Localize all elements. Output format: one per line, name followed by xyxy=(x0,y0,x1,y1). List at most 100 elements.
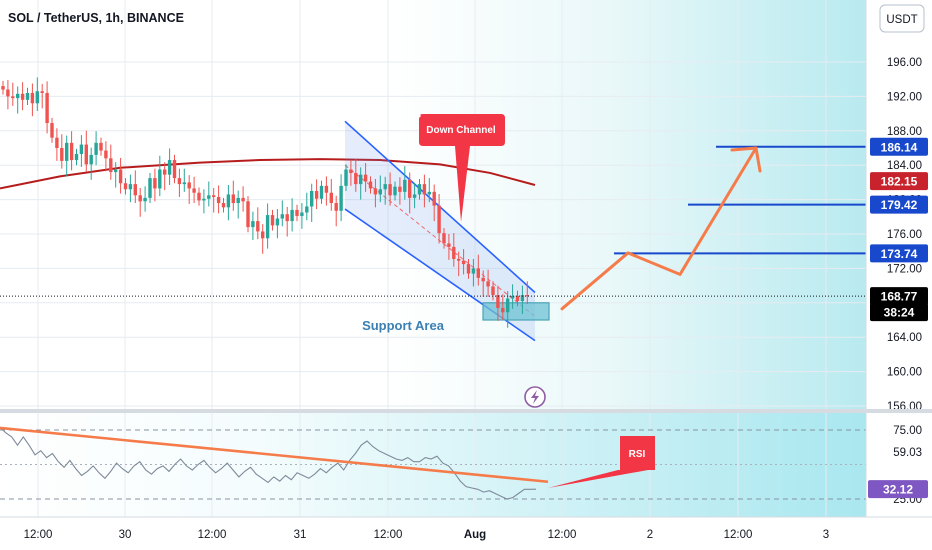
candle[interactable] xyxy=(148,172,152,204)
candle[interactable] xyxy=(187,175,191,204)
candle[interactable] xyxy=(442,227,446,249)
candle[interactable] xyxy=(506,291,510,328)
candle[interactable] xyxy=(30,83,35,117)
candle[interactable] xyxy=(388,172,392,206)
candle[interactable] xyxy=(417,178,422,200)
candle[interactable] xyxy=(11,82,15,106)
candle[interactable] xyxy=(153,168,157,202)
candle[interactable] xyxy=(461,249,466,275)
candle[interactable] xyxy=(172,154,177,184)
candle[interactable] xyxy=(403,166,407,200)
candle[interactable] xyxy=(496,285,500,321)
candle[interactable] xyxy=(197,187,201,206)
rsi-callout[interactable]: RSI xyxy=(548,436,655,488)
candle[interactable] xyxy=(35,77,39,112)
candle[interactable] xyxy=(471,258,476,287)
candle[interactable] xyxy=(270,209,275,231)
candle[interactable] xyxy=(481,270,485,297)
candle[interactable] xyxy=(427,178,431,203)
candle[interactable] xyxy=(295,204,299,222)
candle[interactable] xyxy=(515,290,520,307)
candle[interactable] xyxy=(60,134,64,169)
candle[interactable] xyxy=(452,233,456,267)
candle[interactable] xyxy=(20,82,25,111)
candle[interactable] xyxy=(486,269,490,297)
candle[interactable] xyxy=(123,178,128,195)
candle[interactable] xyxy=(300,203,304,229)
candle[interactable] xyxy=(50,117,54,143)
candle[interactable] xyxy=(226,184,231,221)
candle[interactable] xyxy=(221,197,226,213)
candle[interactable] xyxy=(368,176,373,194)
candle[interactable] xyxy=(520,285,525,314)
candle[interactable] xyxy=(167,148,172,185)
candle[interactable] xyxy=(212,187,216,213)
candle[interactable] xyxy=(265,203,270,249)
candle[interactable] xyxy=(25,87,30,105)
candle[interactable] xyxy=(491,281,495,301)
candles-layer[interactable] xyxy=(1,77,529,328)
candle[interactable] xyxy=(319,180,324,204)
candle[interactable] xyxy=(69,131,74,171)
candle[interactable] xyxy=(231,180,235,211)
candle[interactable] xyxy=(339,174,343,222)
candle[interactable] xyxy=(207,181,211,207)
candle[interactable] xyxy=(393,181,397,201)
candle[interactable] xyxy=(476,254,480,286)
candle[interactable] xyxy=(334,195,338,227)
candle[interactable] xyxy=(89,147,93,180)
candle[interactable] xyxy=(94,131,98,166)
candle[interactable] xyxy=(363,163,368,192)
candle[interactable] xyxy=(133,170,137,204)
candle[interactable] xyxy=(457,251,461,277)
candle[interactable] xyxy=(114,162,118,188)
candle[interactable] xyxy=(163,162,167,191)
candle[interactable] xyxy=(466,258,471,279)
candle[interactable] xyxy=(349,160,353,186)
candle[interactable] xyxy=(118,157,123,194)
candle[interactable] xyxy=(16,86,20,114)
candle[interactable] xyxy=(202,189,206,214)
candle[interactable] xyxy=(6,80,10,110)
candle[interactable] xyxy=(128,174,133,203)
candle[interactable] xyxy=(236,190,240,219)
candle[interactable] xyxy=(99,137,103,156)
candle[interactable] xyxy=(55,128,59,161)
panel-divider[interactable] xyxy=(0,409,932,413)
candle[interactable] xyxy=(501,294,505,320)
candle[interactable] xyxy=(422,174,427,208)
candle[interactable] xyxy=(143,186,147,212)
candle[interactable] xyxy=(437,194,441,244)
candle[interactable] xyxy=(310,183,314,222)
candle[interactable] xyxy=(324,176,329,206)
candle[interactable] xyxy=(510,284,515,309)
candle[interactable] xyxy=(138,187,142,217)
candle[interactable] xyxy=(79,135,84,167)
candle[interactable] xyxy=(45,81,49,134)
candle[interactable] xyxy=(158,155,162,197)
candle[interactable] xyxy=(525,281,529,304)
candle[interactable] xyxy=(216,185,221,214)
candle[interactable] xyxy=(285,206,289,237)
candle[interactable] xyxy=(65,135,69,177)
lightning-icon[interactable] xyxy=(524,386,546,408)
candle[interactable] xyxy=(261,224,265,254)
candle[interactable] xyxy=(241,186,245,212)
candle[interactable] xyxy=(192,176,196,204)
candle[interactable] xyxy=(359,167,363,200)
candle[interactable] xyxy=(329,178,333,211)
candle[interactable] xyxy=(109,144,113,180)
candle[interactable] xyxy=(412,182,417,209)
down-channel-callout[interactable]: Down Channel xyxy=(419,114,505,222)
candle[interactable] xyxy=(447,234,451,260)
candle[interactable] xyxy=(280,200,284,227)
candle[interactable] xyxy=(373,178,378,208)
candle[interactable] xyxy=(177,168,182,198)
candle[interactable] xyxy=(344,164,348,191)
candle[interactable] xyxy=(354,159,358,192)
candle[interactable] xyxy=(74,148,79,166)
candle[interactable] xyxy=(290,198,294,232)
candle[interactable] xyxy=(104,141,108,172)
candle[interactable] xyxy=(432,184,436,222)
